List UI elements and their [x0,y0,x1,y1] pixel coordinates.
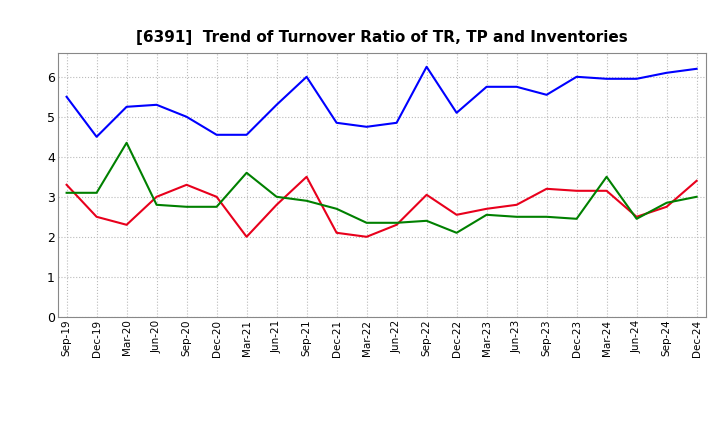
Trade Receivables [302,174,311,180]
Trade Receivables [513,202,521,207]
Inventories [513,214,521,220]
Inventories [392,220,401,225]
Trade Payables [122,104,131,110]
Title: [6391]  Trend of Turnover Ratio of TR, TP and Inventories: [6391] Trend of Turnover Ratio of TR, TP… [136,29,627,45]
Trade Receivables [153,194,161,199]
Trade Receivables [572,188,581,194]
Inventories [122,140,131,146]
Inventories [362,220,371,225]
Trade Receivables [693,178,701,183]
Trade Payables [333,120,341,125]
Inventories [92,190,101,195]
Trade Payables [182,114,191,119]
Trade Receivables [62,182,71,187]
Trade Receivables [392,222,401,227]
Inventories [422,218,431,224]
Trade Payables [62,94,71,99]
Trade Payables [452,110,461,115]
Trade Payables [602,76,611,81]
Trade Payables [392,120,401,125]
Line: Trade Payables: Trade Payables [66,67,697,137]
Trade Payables [572,74,581,80]
Inventories [632,216,641,221]
Trade Receivables [272,202,281,207]
Trade Payables [153,102,161,107]
Trade Receivables [333,230,341,235]
Inventories [662,200,671,205]
Inventories [693,194,701,199]
Inventories [153,202,161,207]
Trade Payables [662,70,671,75]
Trade Receivables [542,186,551,191]
Inventories [333,206,341,212]
Inventories [602,174,611,180]
Trade Payables [362,124,371,129]
Trade Payables [482,84,491,89]
Trade Receivables [422,192,431,198]
Trade Payables [92,134,101,139]
Inventories [572,216,581,221]
Trade Receivables [452,212,461,217]
Inventories [62,190,71,195]
Inventories [242,170,251,176]
Trade Receivables [92,214,101,220]
Trade Receivables [482,206,491,212]
Inventories [482,212,491,217]
Line: Inventories: Inventories [66,143,697,233]
Trade Receivables [212,194,221,199]
Inventories [272,194,281,199]
Inventories [182,204,191,209]
Trade Payables [242,132,251,137]
Trade Payables [542,92,551,97]
Trade Payables [422,64,431,70]
Inventories [302,198,311,203]
Trade Receivables [182,182,191,187]
Line: Trade Receivables: Trade Receivables [66,177,697,237]
Trade Payables [693,66,701,71]
Inventories [452,230,461,235]
Trade Payables [302,74,311,80]
Trade Receivables [122,222,131,227]
Trade Payables [272,102,281,107]
Trade Receivables [662,204,671,209]
Trade Payables [632,76,641,81]
Inventories [542,214,551,220]
Trade Receivables [602,188,611,194]
Inventories [212,204,221,209]
Trade Payables [513,84,521,89]
Trade Receivables [362,234,371,239]
Trade Payables [212,132,221,137]
Trade Receivables [242,234,251,239]
Trade Receivables [632,214,641,220]
